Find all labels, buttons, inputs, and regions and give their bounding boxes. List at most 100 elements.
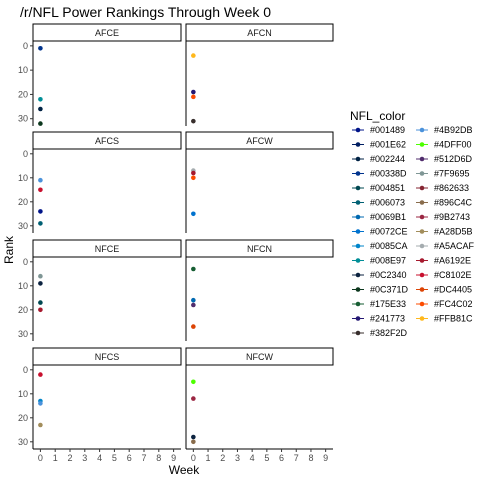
legend-key-point (355, 156, 361, 162)
data-point (38, 96, 43, 102)
legend-label: #FC4C02 (434, 299, 473, 309)
legend-key-point (419, 229, 425, 234)
facet-strip-label: AFCE (95, 28, 119, 38)
data-point (191, 379, 196, 385)
y-tick-label: 20 (18, 197, 28, 207)
data-point (38, 401, 43, 406)
legend-item: #4DFF00 (416, 140, 472, 150)
legend-item: #862633 (416, 183, 469, 193)
facet-strip (32, 239, 182, 258)
data-point (191, 434, 196, 440)
legend-key-point (355, 214, 361, 220)
legend-label: #512D6D (434, 154, 473, 164)
legend-label: #4DFF00 (434, 140, 472, 150)
legend-item: #0C371D (352, 285, 409, 295)
legend-item: #0085CA (352, 241, 408, 251)
legend-item: #FFB81C (416, 314, 473, 324)
x-tick-label: 8 (156, 453, 161, 463)
legend-key-point (355, 200, 361, 205)
y-axis-title: Rank (2, 235, 16, 264)
facet-strip (185, 131, 334, 150)
legend-key-point (419, 127, 425, 133)
data-point (191, 211, 196, 217)
legend-item: #008E97 (352, 256, 406, 266)
legend-key-point (355, 243, 361, 249)
data-point (38, 106, 43, 112)
x-tick-label: 7 (141, 453, 146, 463)
legend-label: #004851 (370, 183, 405, 193)
data-point (191, 175, 196, 181)
facet-strip-label: AFCS (95, 136, 119, 146)
legend-key-point (355, 127, 361, 133)
x-tick-label: 9 (323, 453, 328, 463)
legend-key-point (355, 171, 361, 176)
facet-strip (32, 23, 182, 42)
legend-item: #A28D5B (416, 227, 473, 237)
x-axis-title: Week (169, 463, 200, 477)
legend-key-point (419, 258, 425, 263)
y-tick-label: 0 (23, 257, 28, 267)
facet-panel-afcn: AFCN (185, 23, 334, 126)
legend-label: #0085CA (370, 241, 408, 251)
facet-strip (185, 239, 334, 258)
x-tick-label: 0 (38, 453, 43, 463)
legend-item: #00338D (352, 169, 407, 179)
legend-key-point (355, 185, 361, 191)
x-tick-label: 0 (191, 453, 196, 463)
facet-panel-afcw: AFCW (185, 131, 334, 233)
y-tick-label: 0 (23, 149, 28, 159)
x-tick-label: 3 (235, 453, 240, 463)
x-tick-label: 2 (220, 453, 225, 463)
legend: NFL_color #001489#001E62#002244#00338D#0… (350, 109, 475, 338)
legend-item: #896C4C (416, 198, 473, 208)
y-tick-label: 0 (23, 41, 28, 51)
facet-strip-label: NFCS (95, 352, 120, 362)
x-tick-label: 1 (206, 453, 211, 463)
legend-key-point (355, 301, 361, 307)
y-tick-label: 10 (18, 389, 28, 399)
legend-label: #241773 (370, 314, 405, 324)
legend-item: #0072CE (352, 227, 408, 237)
x-tick-label: 6 (127, 453, 132, 463)
legend-key-point (355, 287, 361, 292)
facet-strip (185, 23, 334, 42)
legend-key-point (419, 301, 425, 307)
x-tick-label: 7 (294, 453, 299, 463)
legend-label: #382F2D (370, 328, 408, 338)
legend-label: #A5ACAF (434, 241, 475, 251)
legend-key-point (419, 272, 425, 278)
facet-panel-nfcn: NFCN (185, 239, 334, 341)
x-tick-label: 4 (97, 453, 102, 463)
legend-key-point (419, 185, 425, 191)
legend-key-point (355, 229, 361, 234)
legend-label: #0069B1 (370, 212, 406, 222)
legend-item: #004851 (352, 183, 405, 193)
legend-item: #0069B1 (352, 212, 406, 222)
data-point (38, 221, 43, 226)
data-point (38, 422, 43, 428)
legend-label: #006073 (370, 198, 405, 208)
data-point (38, 177, 43, 183)
data-point (191, 302, 196, 308)
legend-label: #001489 (370, 125, 405, 135)
legend-label: #A28D5B (434, 227, 473, 237)
legend-key-point (419, 156, 425, 162)
legend-label: #0C2340 (370, 270, 407, 280)
facet-panel-nfcs: NFCS 0 10 20 30 (18, 347, 182, 449)
data-point (38, 273, 43, 279)
legend-item: #241773 (352, 314, 405, 324)
facet-panel-nfcw: NFCW (185, 347, 334, 449)
legend-label: #001E62 (370, 140, 406, 150)
legend-item: #4B92DB (416, 125, 473, 135)
legend-key-point (419, 316, 425, 321)
legend-item: #006073 (352, 198, 405, 208)
legend-items: #001489 #001E62 #002244 #00338D #004851 #0060… (352, 125, 475, 338)
legend-item: #7F9695 (416, 169, 470, 179)
x-tick-label: 8 (308, 453, 313, 463)
legend-item: #382F2D (352, 328, 408, 338)
data-point (38, 209, 43, 214)
data-point (191, 118, 196, 124)
facet-panel-afce: AFCE 0 10 20 30 (18, 23, 182, 126)
legend-item: #002244 (352, 154, 405, 164)
y-tick-label: 20 (18, 413, 28, 423)
